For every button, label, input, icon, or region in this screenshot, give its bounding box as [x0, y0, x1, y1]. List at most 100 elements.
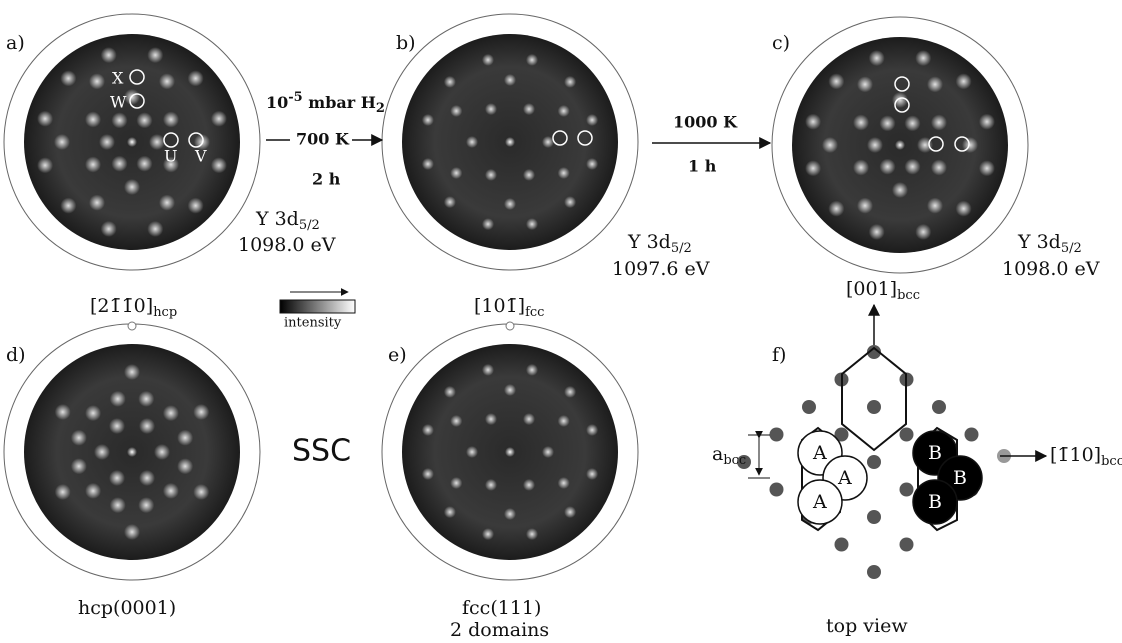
- pattern-spot: [99, 134, 115, 150]
- pattern-spot: [822, 137, 838, 153]
- pattern-spot: [805, 160, 821, 176]
- pattern-spot: [211, 157, 227, 173]
- pattern-spot: [558, 415, 570, 427]
- pattern-spot: [504, 384, 516, 396]
- temperature: 700 K: [296, 130, 350, 149]
- pattern-spot: [466, 136, 478, 148]
- energy: 1098.0 eV: [1002, 258, 1100, 280]
- pattern-spot: [450, 105, 462, 117]
- marker: X: [112, 69, 124, 88]
- pattern-spot: [956, 73, 972, 89]
- pattern-spot: [60, 70, 76, 86]
- pattern-spot: [101, 221, 117, 237]
- spacing: a: [712, 443, 723, 465]
- energy: 1098.0 eV: [238, 234, 336, 256]
- atom: [867, 565, 881, 579]
- pattern-spot: [71, 458, 87, 474]
- core-level: Y 3d5/2: [255, 208, 320, 233]
- pattern-spot: [586, 158, 598, 170]
- caption: 2 domains: [450, 619, 549, 641]
- pattern-spot: [485, 169, 497, 181]
- pattern-spot: [915, 224, 931, 240]
- caption: hcp(0001): [78, 597, 176, 619]
- panel-label: e): [388, 344, 407, 366]
- pattern-spot: [450, 415, 462, 427]
- pattern-spot: [127, 137, 137, 147]
- pattern-spot: [558, 105, 570, 117]
- direction: [001]bcc: [846, 278, 920, 303]
- pattern-spot: [526, 218, 538, 230]
- pattern-spot: [564, 76, 576, 88]
- pattern-spot: [504, 508, 516, 520]
- atom: [965, 428, 979, 442]
- pattern-spot: [504, 198, 516, 210]
- core-level: Y 3d5/2: [1017, 231, 1082, 256]
- subscript: 2: [376, 101, 385, 116]
- temperature: 1000 K: [673, 113, 738, 132]
- pattern-spot: [110, 497, 126, 513]
- pattern-spot: [444, 386, 456, 398]
- pattern-spot: [931, 160, 947, 176]
- site-label: A: [812, 442, 827, 464]
- figure: a) b) c) d) e) f) X W U V Y 3d5/2 1098.0…: [0, 0, 1122, 643]
- pattern-spot: [466, 446, 478, 458]
- pattern-spot: [905, 159, 921, 175]
- spacing: abcc: [712, 443, 746, 468]
- time: 2 h: [312, 170, 341, 189]
- panel-label: a): [6, 32, 25, 54]
- pattern-spot: [586, 468, 598, 480]
- pattern-spot: [482, 364, 494, 376]
- pattern-spot: [188, 70, 204, 86]
- pattern-spot: [853, 115, 869, 131]
- atom: [867, 455, 881, 469]
- pattern-spot: [138, 391, 154, 407]
- pattern-spot: [828, 201, 844, 217]
- subscript: fcc: [525, 305, 544, 320]
- pattern-spot: [54, 134, 70, 150]
- pattern-spot: [485, 103, 497, 115]
- energy: 1097.6 eV: [612, 258, 710, 280]
- marker: V: [194, 147, 207, 166]
- pattern-spot: [163, 405, 179, 421]
- pattern-spot: [139, 470, 155, 486]
- pattern-spot: [869, 50, 885, 66]
- direction: [21̄1̄0]hcp: [90, 295, 177, 320]
- pattern-spot: [526, 54, 538, 66]
- pattern-spot: [147, 221, 163, 237]
- pattern-spot: [857, 198, 873, 214]
- atom: [770, 483, 784, 497]
- pattern-spot: [526, 364, 538, 376]
- pattern-spot: [422, 158, 434, 170]
- atom: [867, 400, 881, 414]
- pattern-spot: [805, 114, 821, 130]
- pattern-spot: [211, 111, 227, 127]
- pattern-spot: [523, 479, 535, 491]
- time: 1 h: [688, 157, 717, 176]
- pattern-spot: [193, 404, 209, 420]
- pattern-spot: [828, 73, 844, 89]
- marker: W: [110, 93, 127, 112]
- pattern-spot: [37, 157, 53, 173]
- pattern-spot: [869, 224, 885, 240]
- pattern-spot: [905, 115, 921, 131]
- pattern-spot: [915, 50, 931, 66]
- core-level: Y 3d: [627, 231, 671, 253]
- pattern-spot: [482, 54, 494, 66]
- subscript: bcc: [897, 288, 920, 303]
- pattern-spot: [89, 73, 105, 89]
- pattern-spot: [112, 156, 128, 172]
- pattern-spot: [880, 115, 896, 131]
- panel-label: c): [772, 32, 790, 54]
- core-level: Y 3d: [255, 208, 299, 230]
- pattern-spot: [895, 140, 905, 150]
- site-label: B: [928, 442, 942, 464]
- superscript: -5: [288, 90, 302, 105]
- pattern-spot: [564, 196, 576, 208]
- pattern-spot: [163, 112, 179, 128]
- pattern-spot: [564, 506, 576, 518]
- direction: [001]: [846, 278, 897, 300]
- pattern-spot: [85, 483, 101, 499]
- pattern-spot: [586, 424, 598, 436]
- pressure: 10: [266, 93, 288, 112]
- pattern-spot: [124, 524, 140, 540]
